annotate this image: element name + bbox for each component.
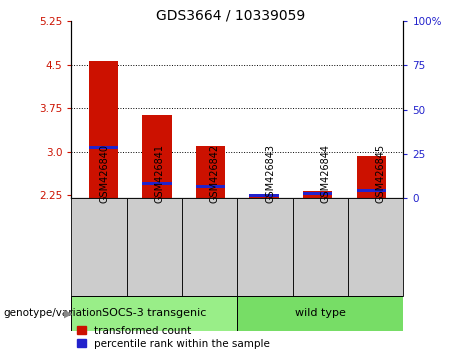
Bar [89, 61, 118, 198]
Bar [142, 115, 172, 198]
Bar [237, 198, 293, 296]
Text: GSM426844: GSM426844 [320, 144, 331, 203]
Text: GDS3664 / 10339059: GDS3664 / 10339059 [156, 9, 305, 23]
Bar [71, 296, 237, 331]
Bar [196, 146, 225, 198]
Text: GSM426843: GSM426843 [265, 144, 275, 203]
Text: ▶: ▶ [64, 308, 72, 318]
Bar [249, 194, 279, 198]
Legend: transformed count, percentile rank within the sample: transformed count, percentile rank withi… [77, 326, 270, 349]
Text: SOCS-3 transgenic: SOCS-3 transgenic [102, 308, 207, 318]
Bar [127, 198, 182, 296]
Bar [293, 198, 348, 296]
Bar [303, 191, 332, 198]
Bar [89, 146, 118, 149]
Bar [356, 156, 386, 198]
Text: GSM426841: GSM426841 [154, 144, 165, 203]
Bar [348, 198, 403, 296]
Bar [71, 198, 127, 296]
Bar [356, 189, 386, 193]
Bar [182, 198, 237, 296]
Text: wild type: wild type [295, 308, 346, 318]
Text: GSM426840: GSM426840 [99, 144, 109, 203]
Bar [142, 182, 172, 185]
Bar [237, 296, 403, 331]
Text: GSM426845: GSM426845 [376, 144, 386, 203]
Bar [303, 192, 332, 195]
Text: GSM426842: GSM426842 [210, 144, 220, 203]
Text: genotype/variation: genotype/variation [4, 308, 103, 318]
Bar [249, 194, 279, 197]
Bar [196, 185, 225, 188]
